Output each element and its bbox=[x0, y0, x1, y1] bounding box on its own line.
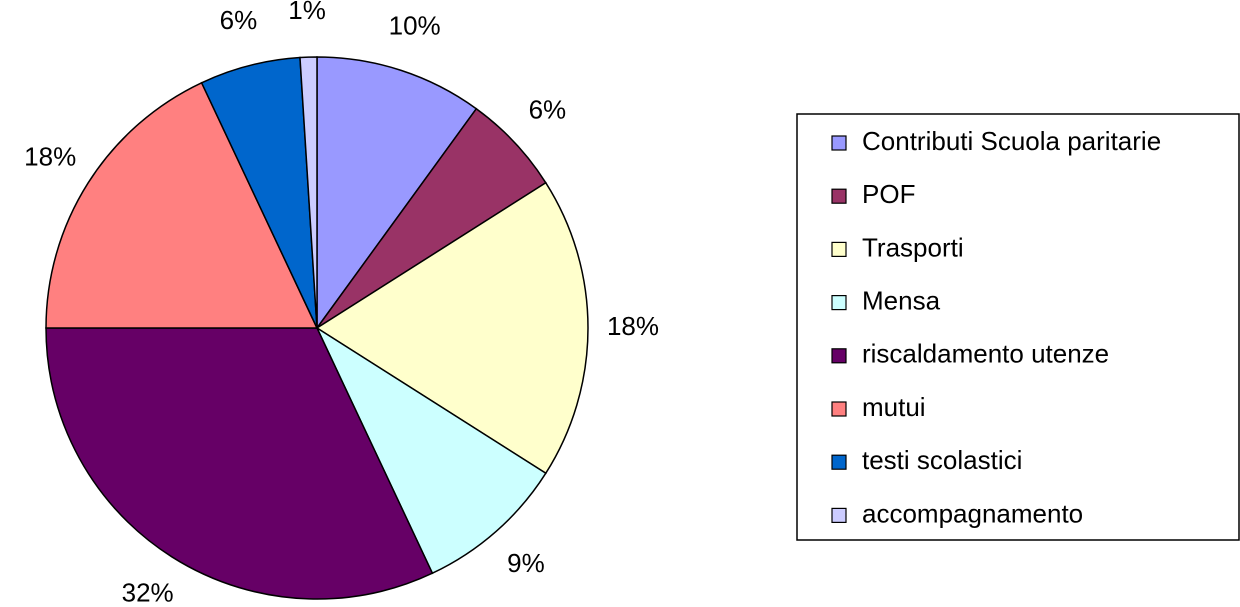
data-label: 10% bbox=[389, 10, 441, 40]
legend-label: riscaldamento utenze bbox=[862, 339, 1109, 369]
pie-slice bbox=[316, 56, 478, 331]
legend-label: accompagnamento bbox=[862, 498, 1083, 528]
data-label: 6% bbox=[220, 5, 258, 35]
legend-swatch bbox=[831, 188, 847, 204]
legend-swatch bbox=[831, 401, 847, 417]
legend-label: POF bbox=[862, 179, 915, 209]
legend-box bbox=[796, 113, 1240, 541]
legend-label: mutui bbox=[862, 392, 926, 422]
legend-swatch bbox=[831, 507, 847, 523]
pie-slice bbox=[299, 56, 318, 329]
data-label: 32% bbox=[122, 578, 174, 607]
legend-label: Mensa bbox=[862, 285, 941, 315]
pie-slice bbox=[315, 181, 589, 475]
pie-slice bbox=[315, 325, 547, 575]
legend-swatch bbox=[831, 348, 847, 364]
legend-swatch bbox=[831, 454, 847, 470]
legend-label: Trasporti bbox=[862, 232, 964, 262]
legend-label: Contributi Scuola paritarie bbox=[862, 126, 1161, 156]
pie-slice bbox=[45, 81, 319, 329]
data-label: 6% bbox=[529, 95, 567, 125]
pie-slice bbox=[45, 327, 434, 600]
data-label: 9% bbox=[507, 548, 545, 578]
data-label: 18% bbox=[607, 311, 659, 341]
legend-swatch bbox=[831, 135, 847, 151]
legend-swatch bbox=[831, 241, 847, 257]
legend-swatch bbox=[831, 295, 847, 311]
data-label: 18% bbox=[24, 142, 76, 172]
data-label: 1% bbox=[288, 0, 326, 25]
legend-label: testi scolastici bbox=[862, 445, 1022, 475]
